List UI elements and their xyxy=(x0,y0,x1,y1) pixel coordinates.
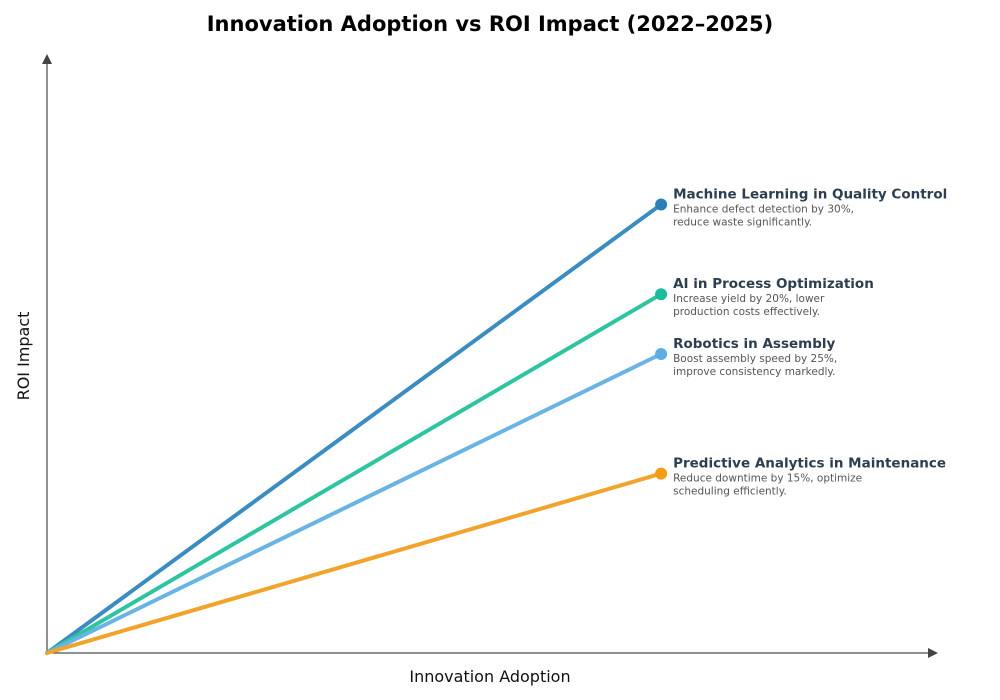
series-description-3: Reduce downtime by 15%, optimize xyxy=(673,473,862,485)
series-description-1: Increase yield by 20%, lower xyxy=(673,293,825,305)
series-description-3: scheduling efficiently. xyxy=(673,486,787,498)
series-marker-0 xyxy=(655,198,668,211)
series-label-3: Predictive Analytics in Maintenance xyxy=(673,456,946,472)
series-line-0 xyxy=(45,202,664,655)
series-description-0: Enhance defect detection by 30%, xyxy=(673,204,854,216)
series-description-0: reduce waste significantly. xyxy=(673,217,812,229)
series-label-1: AI in Process Optimization xyxy=(673,276,874,292)
y-axis-label: ROI Impact xyxy=(14,312,33,401)
chart-title: Innovation Adoption vs ROI Impact (2022–… xyxy=(207,12,774,36)
series-marker-3 xyxy=(655,467,668,480)
series-line-2 xyxy=(45,352,664,655)
series-label-0: Machine Learning in Quality Control xyxy=(673,187,947,203)
series-label-2: Robotics in Assembly xyxy=(673,336,835,352)
series-description-2: Boost assembly speed by 25%, xyxy=(673,353,837,365)
x-axis-label: Innovation Adoption xyxy=(409,667,570,686)
series-marker-1 xyxy=(655,288,668,301)
series-description-2: improve consistency markedly. xyxy=(673,366,835,378)
y-axis-arrow-icon xyxy=(42,54,52,64)
series-marker-2 xyxy=(655,348,668,360)
x-axis-arrow-icon xyxy=(928,648,938,658)
series-description-1: production costs effectively. xyxy=(673,306,820,318)
series-line-1 xyxy=(45,292,664,655)
y-axis xyxy=(42,54,52,653)
x-axis xyxy=(47,648,938,658)
series-line-3 xyxy=(45,471,664,655)
